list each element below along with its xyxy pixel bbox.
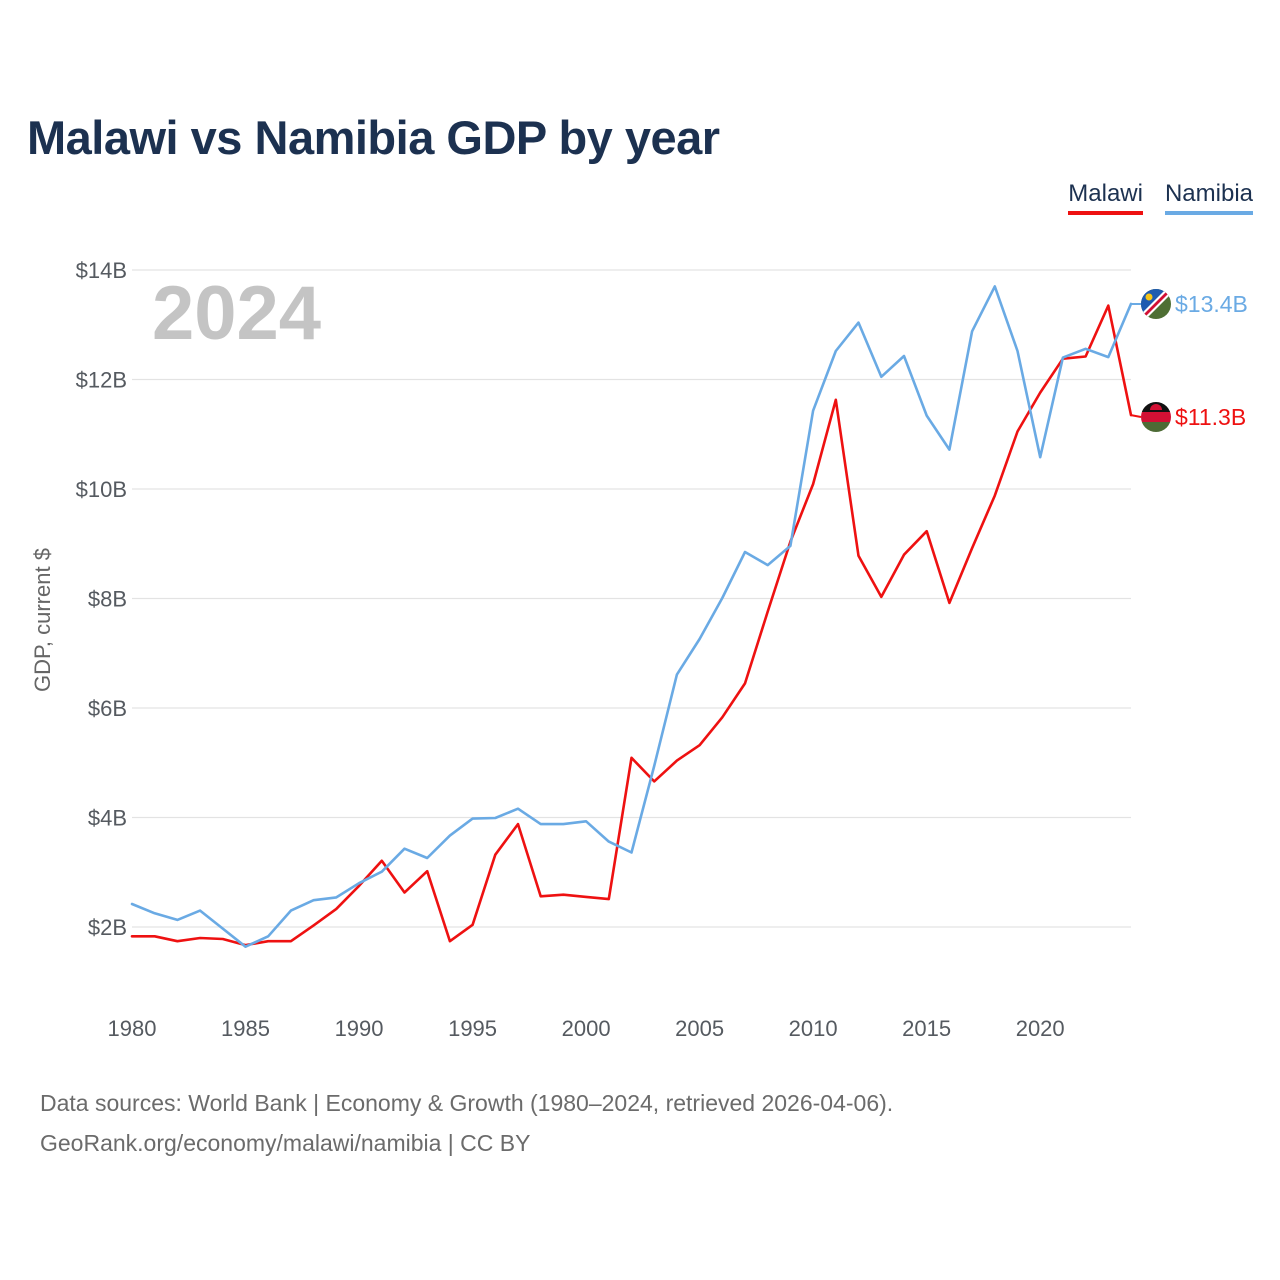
legend: Malawi Namibia: [1068, 180, 1253, 215]
y-tick-label: $8B: [88, 587, 127, 612]
x-tick-label: 2000: [562, 1016, 611, 1041]
x-tick-label: 2010: [789, 1016, 838, 1041]
series-line-namibia[interactable]: [130, 285, 1133, 949]
x-tick-label: 1990: [335, 1016, 384, 1041]
malawi-flag-icon: [1141, 402, 1171, 432]
source-line: Data sources: World Bank | Economy & Gro…: [40, 1090, 894, 1116]
y-tick-label: $2B: [88, 915, 127, 940]
legend-item-namibia[interactable]: Namibia: [1164, 180, 1253, 215]
y-tick-label: $4B: [88, 806, 127, 831]
end-connector: [1130, 414, 1142, 418]
flag-layer: [1141, 289, 1171, 432]
namibia-flag-icon: [1141, 289, 1171, 319]
x-tick-label: 2020: [1016, 1016, 1065, 1041]
series-line-malawi[interactable]: [130, 304, 1133, 947]
grid: [132, 269, 1131, 928]
year-label: 2024: [152, 271, 321, 356]
y-tick-label: $12B: [76, 368, 127, 393]
x-tick-label: 1980: [108, 1016, 157, 1041]
y-tick-label: $6B: [88, 696, 127, 721]
x-tick-label: 1995: [448, 1016, 497, 1041]
y-tick-label: $14B: [76, 258, 127, 283]
chart-title: Malawi vs Namibia GDP by year: [27, 111, 720, 164]
y-axis-label: GDP, current $: [30, 548, 55, 692]
x-tick-label: 2005: [675, 1016, 724, 1041]
end-value-label-namibia: $13.4B: [1175, 291, 1248, 317]
end-value-label-malawi: $11.3B: [1175, 404, 1246, 430]
y-axis: $2B $4B $6B $8B $10B $12B $14B: [76, 258, 127, 940]
credit-line[interactable]: GeoRank.org/economy/malawi/namibia | CC …: [40, 1130, 531, 1156]
y-tick-label: $10B: [76, 477, 127, 502]
gdp-line-chart: $2B $4B $6B $8B $10B $12B $14B 1980 1985 1990 199…: [30, 258, 1248, 1041]
source-note: Data sources: World Bank | Economy & Gro…: [40, 1083, 893, 1163]
legend-item-malawi[interactable]: Malawi: [1068, 180, 1143, 215]
x-axis: 1980 1985 1990 1995 2000 2005 2010 2015 2020: [108, 1016, 1065, 1041]
x-tick-label: 2015: [902, 1016, 951, 1041]
x-tick-label: 1985: [221, 1016, 270, 1041]
series-layer: [130, 285, 1133, 949]
end-labels: $11.3B $13.4B: [1130, 291, 1248, 430]
